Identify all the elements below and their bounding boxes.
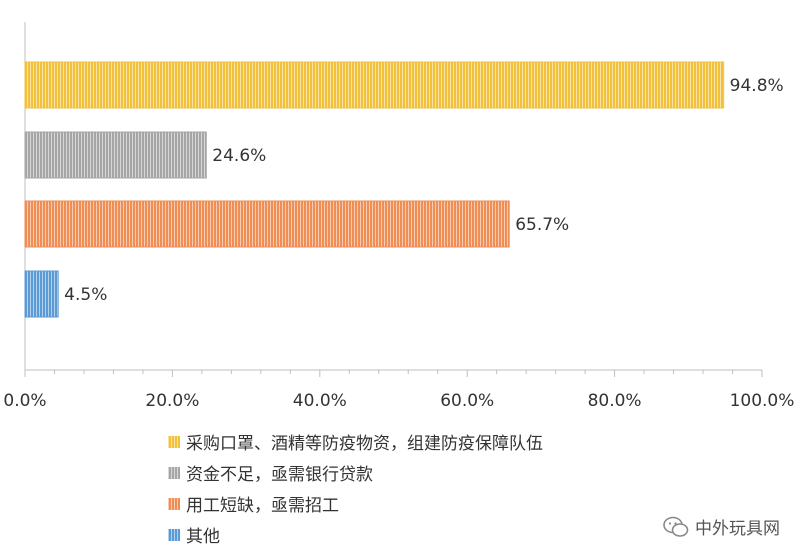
x-tick-label: 40.0% (293, 391, 347, 411)
x-tick-label: 60.0% (440, 391, 494, 411)
bar-1 (24, 131, 207, 179)
watermark-text: 中外玩具网 (695, 519, 780, 539)
x-tick-label: 80.0% (588, 391, 642, 411)
legend-swatch-0 (168, 435, 180, 448)
x-tick-label: 0.0% (3, 391, 46, 411)
bar-value-label-3: 4.5% (64, 285, 107, 305)
legend-item-0: 采购口罩、酒精等防疫物资，组建防疫保障队伍 (168, 426, 543, 457)
legend-swatch-1 (168, 466, 180, 479)
bar-chart: 0.0% 20.0% 40.0% 60.0% 80.0% 100.0% 94.8% 24.6%… (3, 22, 795, 411)
legend-item-3: 其他 (168, 519, 543, 550)
legend-label-3: 其他 (186, 527, 220, 547)
legend-label-1: 资金不足，亟需银行贷款 (186, 465, 373, 485)
watermark: 中外玩具网 (663, 514, 780, 539)
bar-value-label-1: 24.6% (212, 146, 266, 166)
bar-3 (24, 270, 59, 318)
x-tick-label: 20.0% (145, 391, 199, 411)
bar-value-label-0: 94.8% (730, 76, 784, 96)
wechat-icon (663, 516, 689, 538)
legend-label-2: 用工短缺，亟需招工 (186, 496, 339, 516)
bar-2 (24, 200, 510, 248)
legend-swatch-2 (168, 497, 180, 510)
legend-swatch-3 (168, 528, 180, 541)
bar-0 (24, 61, 725, 109)
legend-item-1: 资金不足，亟需银行贷款 (168, 457, 543, 488)
legend-label-0: 采购口罩、酒精等防疫物资，组建防疫保障队伍 (186, 434, 543, 454)
chart-legend: 采购口罩、酒精等防疫物资，组建防疫保障队伍 资金不足，亟需银行贷款 用工短缺，亟… (168, 426, 543, 550)
x-tick-label: 100.0% (730, 391, 795, 411)
legend-item-2: 用工短缺，亟需招工 (168, 488, 543, 519)
bar-value-label-2: 65.7% (515, 215, 569, 235)
